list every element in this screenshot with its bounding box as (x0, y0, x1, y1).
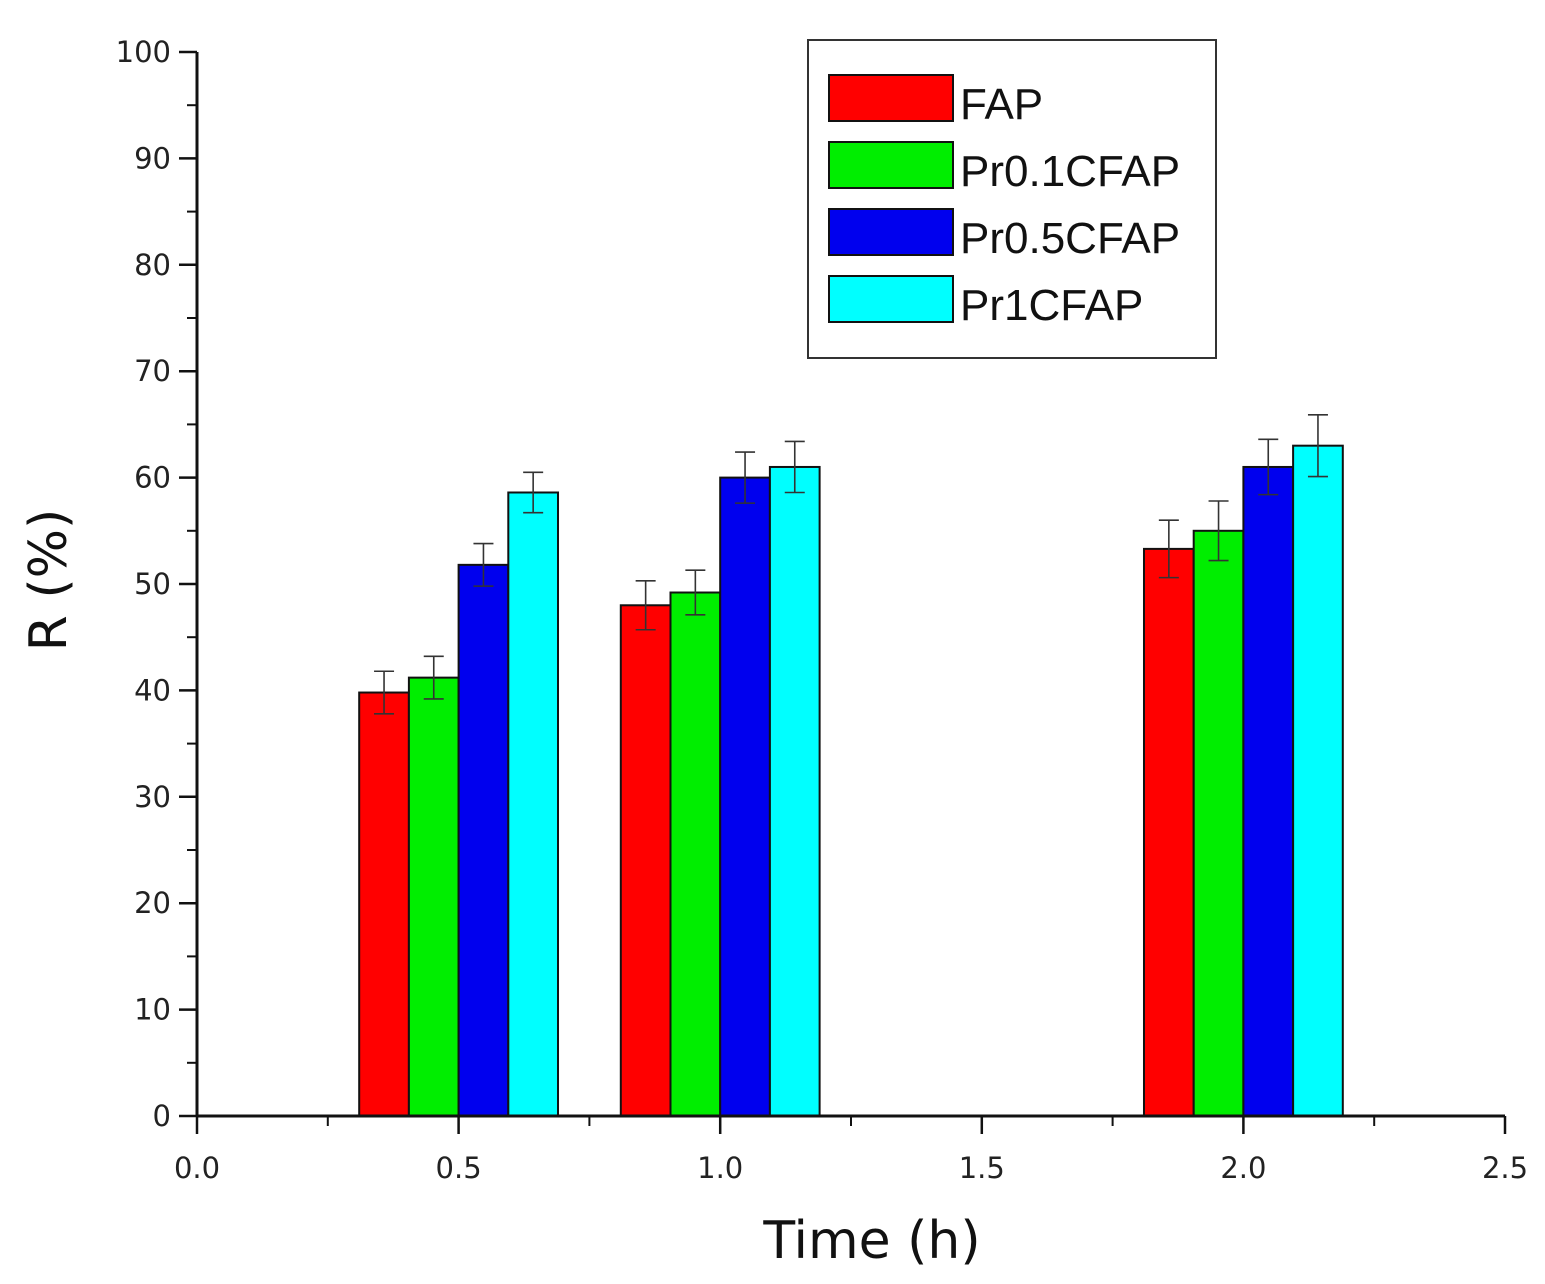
bar-fap-1 (619, 604, 672, 1118)
error-bar-pr01cfap-1 (685, 569, 706, 616)
legend-swatch-fap (828, 74, 954, 122)
tick-labels: 0 10 20 30 40 50 60 70 80 90 100 0.0 0.5 1.0 1.5 2.0 2.5 (116, 35, 1528, 1185)
x-tick-label: 1.0 (697, 1151, 743, 1185)
y-axis-title: R (%) (19, 509, 79, 652)
legend-label-fap: FAP (960, 80, 1043, 129)
legend: FAP Pr0.1CFAP Pr0.5CFAP Pr1CFAP (807, 39, 1217, 359)
bars-layer (358, 444, 1344, 1118)
x-tick-label: 1.5 (959, 1151, 1005, 1185)
x-axis-title: Time (h) (762, 1211, 980, 1271)
y-tick-label: 30 (134, 780, 171, 814)
error-bar-fap-1 (635, 580, 656, 631)
legend-swatch-pr01cfap (828, 141, 954, 189)
legend-items: FAP Pr0.1CFAP Pr0.5CFAP Pr1CFAP (828, 74, 1180, 330)
error-bar-pr01cfap-0.5 (423, 655, 444, 700)
x-tick-label: 0.0 (174, 1151, 220, 1185)
error-bar-pr1cfap-0.5 (523, 471, 544, 514)
x-tick-label: 2.0 (1220, 1151, 1266, 1185)
error-bar-pr05cfap-1 (735, 451, 756, 504)
error-bar-fap-2 (1158, 519, 1179, 579)
legend-swatch-pr05cfap (828, 208, 954, 256)
y-tick-label: 0 (153, 1099, 171, 1133)
legend-swatch-pr1cfap (828, 275, 954, 323)
y-tick-label: 80 (134, 248, 171, 282)
error-bar-pr05cfap-2 (1258, 438, 1279, 496)
error-bar-fap-0.5 (374, 670, 395, 715)
legend-label-pr05cfap: Pr0.5CFAP (960, 214, 1180, 263)
error-bars-layer (374, 414, 1328, 715)
error-bar-pr01cfap-2 (1208, 500, 1229, 562)
bar-pr01cfap-0.5 (407, 676, 460, 1118)
y-tick-label: 50 (134, 567, 171, 601)
y-tick-label: 70 (134, 354, 171, 388)
y-tick-label: 20 (134, 886, 171, 920)
bar-fap-0.5 (358, 691, 410, 1117)
y-tick-label: 60 (134, 461, 171, 495)
bar-pr1cfap-0.5 (507, 491, 560, 1118)
bar-pr01cfap-1 (669, 591, 722, 1117)
bar-pr1cfap-1 (768, 465, 821, 1117)
bar-pr1cfap-2 (1292, 444, 1344, 1117)
bar-pr05cfap-1 (719, 476, 771, 1118)
y-tick-label: 90 (134, 141, 171, 175)
x-tick-label: 0.5 (436, 1151, 482, 1185)
bar-pr05cfap-2 (1242, 465, 1295, 1117)
y-tick-label: 40 (134, 673, 171, 707)
x-tick-label: 2.5 (1482, 1151, 1528, 1185)
y-tick-label: 100 (116, 35, 171, 69)
error-bar-pr1cfap-1 (784, 440, 805, 494)
legend-label-pr1cfap: Pr1CFAP (960, 281, 1143, 330)
error-bar-pr05cfap-0.5 (473, 542, 494, 587)
y-tick-label: 10 (134, 993, 171, 1027)
bar-pr05cfap-0.5 (457, 563, 510, 1117)
bar-pr01cfap-2 (1192, 529, 1245, 1117)
error-bar-pr1cfap-2 (1307, 414, 1328, 478)
legend-label-pr01cfap: Pr0.1CFAP (960, 147, 1180, 196)
bar-fap-2 (1142, 547, 1195, 1117)
axes (179, 50, 1507, 1134)
